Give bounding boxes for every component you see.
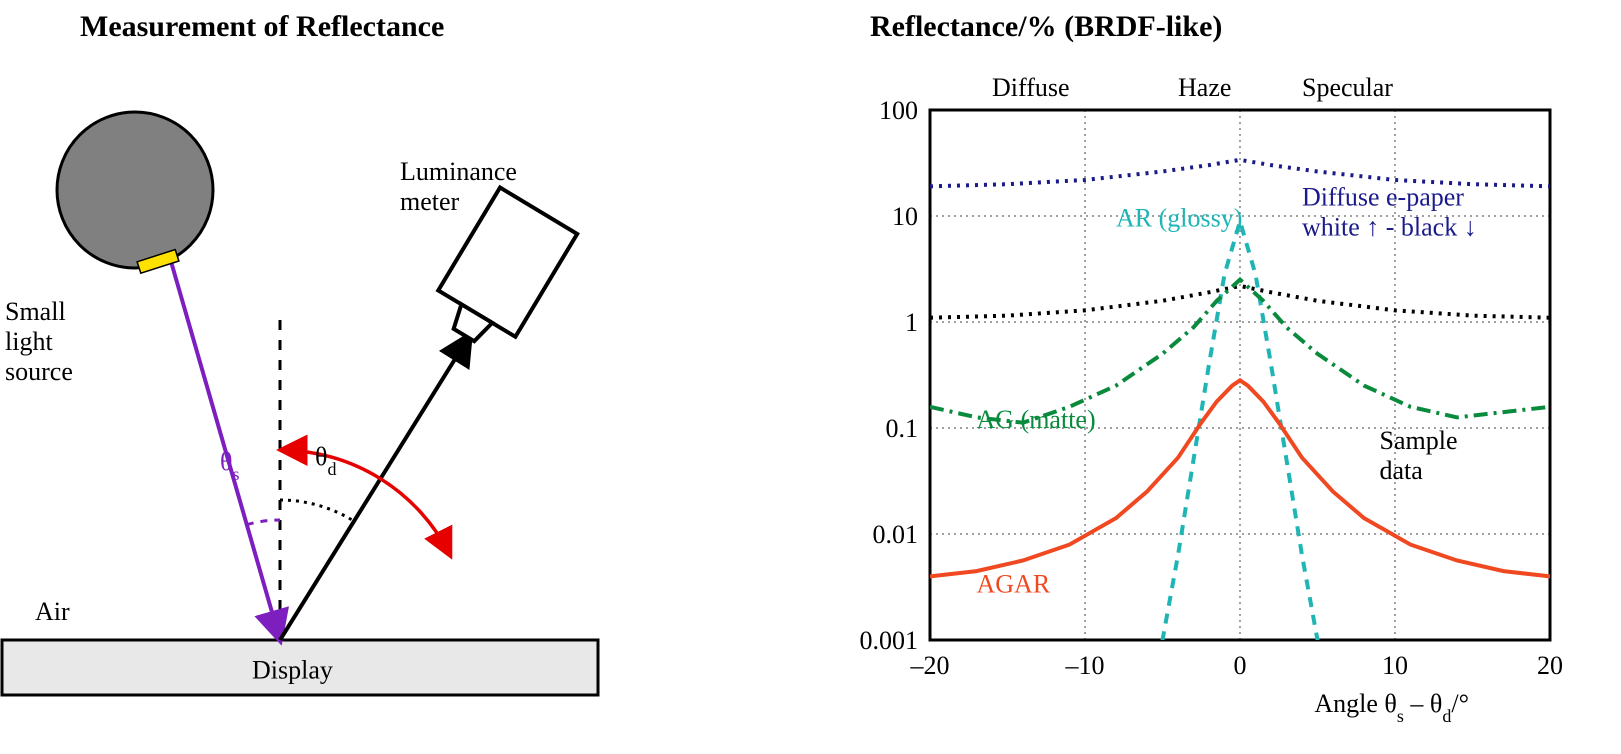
theta-d-arc — [280, 500, 354, 521]
ytick-label: 1 — [905, 308, 918, 337]
theta-s-label: θs — [220, 447, 239, 484]
theta-s-arc — [247, 520, 280, 525]
air-label: Air — [35, 597, 70, 626]
left-panel: Measurement of Reflectance DisplayAirθsθ… — [0, 0, 760, 754]
series-label-ar_glossy: AR (glossy) — [1116, 204, 1242, 233]
ytick-label: 0.001 — [860, 626, 919, 655]
xtick-label: 20 — [1537, 651, 1563, 680]
right-chart: –20 –10 0 10 20 0.001 0.01 0.1 1 10 100 Angle θs – … — [810, 0, 1621, 754]
light-source — [57, 112, 213, 268]
top-region-label: Haze — [1178, 73, 1231, 102]
right-title: Reflectance/% (BRDF-like) — [870, 10, 1222, 44]
reflected-ray — [280, 335, 470, 640]
extra-label: Sampledata — [1380, 426, 1458, 485]
series-ar_glossy — [1147, 221, 1333, 693]
right-panel: Reflectance/% (BRDF-like) –20 –10 0 10 20 0.0… — [810, 0, 1621, 754]
ytick-label: 10 — [892, 202, 918, 231]
xtick-label: –10 — [1065, 651, 1105, 680]
series-label-agar: AGAR — [977, 569, 1051, 598]
top-region-label: Specular — [1302, 73, 1393, 102]
x-axis-label: Angle θs – θd/° — [1314, 689, 1469, 726]
series-label-ag_matte: AG (matte) — [977, 405, 1096, 434]
left-diagram: DisplayAirθsθdSmalllightsourceLuminancem… — [0, 0, 760, 754]
ytick-label: 0.1 — [886, 414, 919, 443]
xtick-label: –20 — [910, 651, 950, 680]
xtick-label: 0 — [1234, 651, 1247, 680]
xtick-label: 10 — [1382, 651, 1408, 680]
series-label-diffuse_white: Diffuse e-paperwhite ↑ - black ↓ — [1302, 182, 1477, 241]
top-region-label: Diffuse — [992, 73, 1070, 102]
ytick-label: 0.01 — [873, 520, 919, 549]
left-title: Measurement of Reflectance — [80, 10, 444, 44]
ytick-label: 100 — [879, 96, 918, 125]
source-label: Smalllightsource — [5, 297, 73, 386]
display-label: Display — [252, 656, 333, 685]
figure-container: Measurement of Reflectance Display Air θs θ… — [0, 0, 1621, 754]
theta-d-label: θd — [315, 442, 336, 479]
